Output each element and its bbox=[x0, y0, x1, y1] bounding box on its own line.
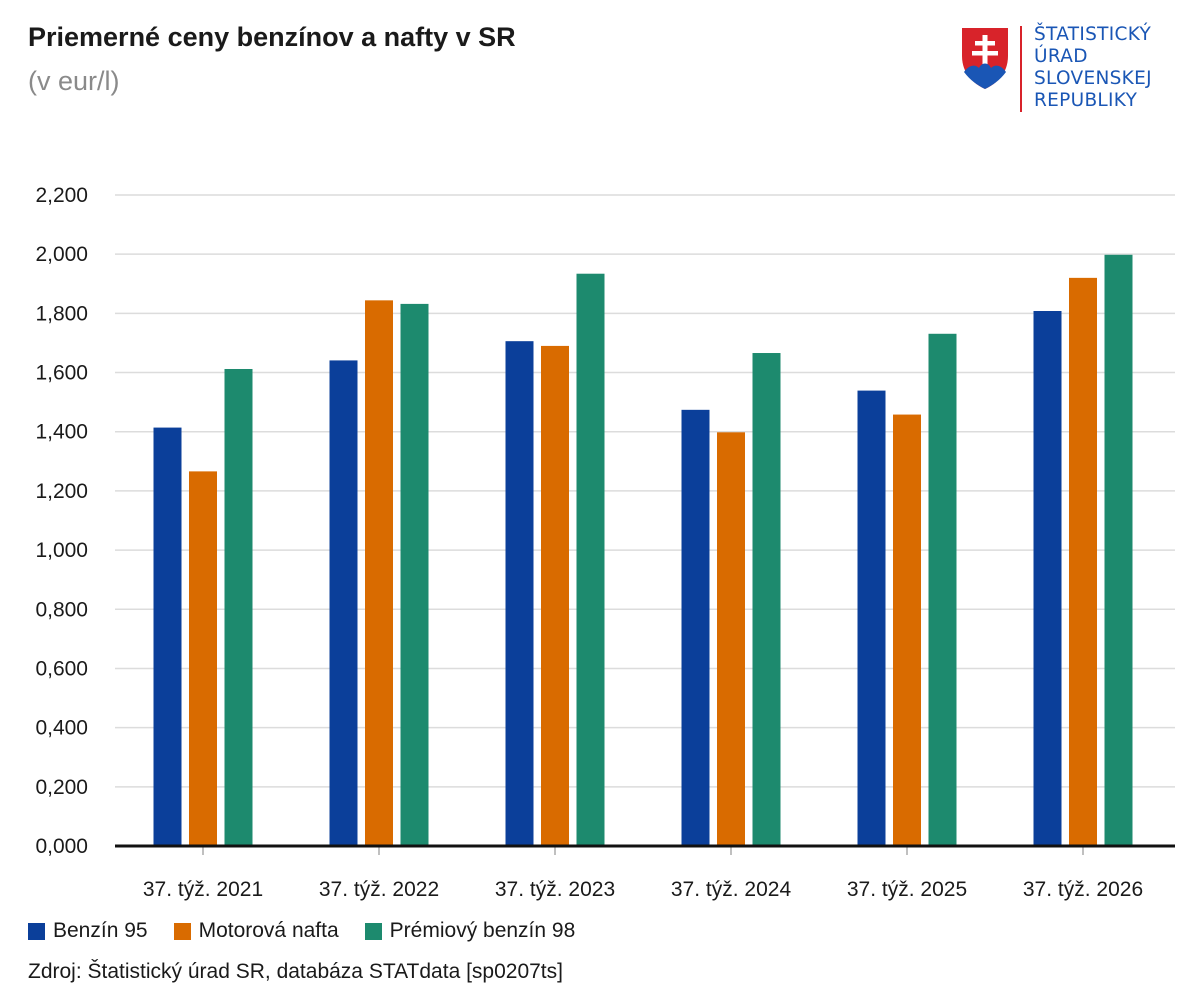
statistical-office-logo: ŠTATISTICKÝ ÚRAD SLOVENSKEJ REPUBLIKY bbox=[958, 24, 1178, 116]
y-tick-label: 2,000 bbox=[35, 243, 88, 266]
y-tick-label: 0,600 bbox=[35, 657, 88, 680]
chart-legend: Benzín 95 Motorová nafta Prémiový benzín… bbox=[28, 918, 601, 944]
y-tick-label: 1,800 bbox=[35, 302, 88, 325]
legend-item-motorova-nafta: Motorová nafta bbox=[173, 919, 339, 943]
bar-chart: 0,000 0,200 0,400 0,600 0,800 1,000 1,200 1,400… bbox=[35, 184, 1175, 901]
bar bbox=[717, 432, 745, 846]
bar bbox=[681, 409, 710, 846]
x-tick-label: 37. týž. 2021 bbox=[143, 878, 263, 901]
bar bbox=[1033, 310, 1062, 847]
bar bbox=[153, 427, 182, 846]
bar bbox=[1104, 254, 1133, 847]
legend-label: Motorová nafta bbox=[198, 919, 339, 942]
x-tick-label: 37. týž. 2026 bbox=[1023, 878, 1143, 901]
legend-swatch bbox=[28, 922, 45, 940]
bar bbox=[893, 414, 921, 846]
legend-item-premiovy-benzin-98: Prémiový benzín 98 bbox=[364, 919, 576, 943]
logo-line: ÚRAD bbox=[1034, 46, 1088, 67]
y-tick-label: 1,000 bbox=[35, 539, 88, 562]
chart-title: Priemerné ceny benzínov a nafty v SR bbox=[28, 22, 516, 52]
bar bbox=[505, 341, 534, 846]
legend-swatch bbox=[364, 922, 382, 940]
y-tick-label: 1,400 bbox=[35, 421, 88, 444]
bar bbox=[928, 333, 957, 846]
legend-label: Benzín 95 bbox=[53, 919, 148, 942]
bar bbox=[576, 273, 605, 847]
logo-line: SLOVENSKEJ bbox=[1034, 68, 1152, 89]
y-tick-label: 2,200 bbox=[35, 184, 88, 207]
logo-line: ŠTATISTICKÝ bbox=[1034, 24, 1152, 45]
y-tick-label: 0,200 bbox=[35, 776, 88, 799]
y-tick-label: 0,400 bbox=[35, 717, 88, 740]
x-tick-label: 37. týž. 2022 bbox=[319, 878, 439, 901]
coat-of-arms-icon bbox=[962, 28, 1008, 89]
x-tick-label: 37. týž. 2023 bbox=[495, 878, 615, 901]
bar bbox=[400, 303, 429, 846]
logo-text: ŠTATISTICKÝ ÚRAD SLOVENSKEJ REPUBLIKY bbox=[1034, 24, 1152, 112]
logo-line: REPUBLIKY bbox=[1034, 90, 1138, 111]
bar bbox=[752, 353, 781, 846]
legend-label: Prémiový benzín 98 bbox=[389, 919, 576, 942]
x-tick-label: 37. týž. 2024 bbox=[671, 878, 792, 901]
x-tick-label: 37. týž. 2025 bbox=[847, 878, 967, 901]
source-note: Zdroj: Štatistický úrad SR, databáza STA… bbox=[28, 960, 563, 983]
bar bbox=[857, 390, 886, 846]
bar bbox=[541, 345, 569, 846]
y-tick-label: 0,800 bbox=[35, 598, 88, 621]
bar bbox=[189, 471, 217, 846]
bar bbox=[365, 300, 393, 846]
chart-subtitle: (v eur/l) bbox=[28, 66, 120, 96]
logo-divider bbox=[1020, 26, 1022, 112]
bar bbox=[1069, 277, 1097, 846]
y-tick-label: 1,200 bbox=[35, 480, 88, 503]
bar bbox=[329, 360, 358, 846]
y-tick-label: 0,000 bbox=[35, 835, 88, 858]
y-tick-label: 1,600 bbox=[35, 362, 88, 385]
legend-item-benzin-95: Benzín 95 bbox=[28, 919, 148, 943]
bar bbox=[224, 368, 253, 846]
legend-swatch bbox=[173, 922, 191, 940]
